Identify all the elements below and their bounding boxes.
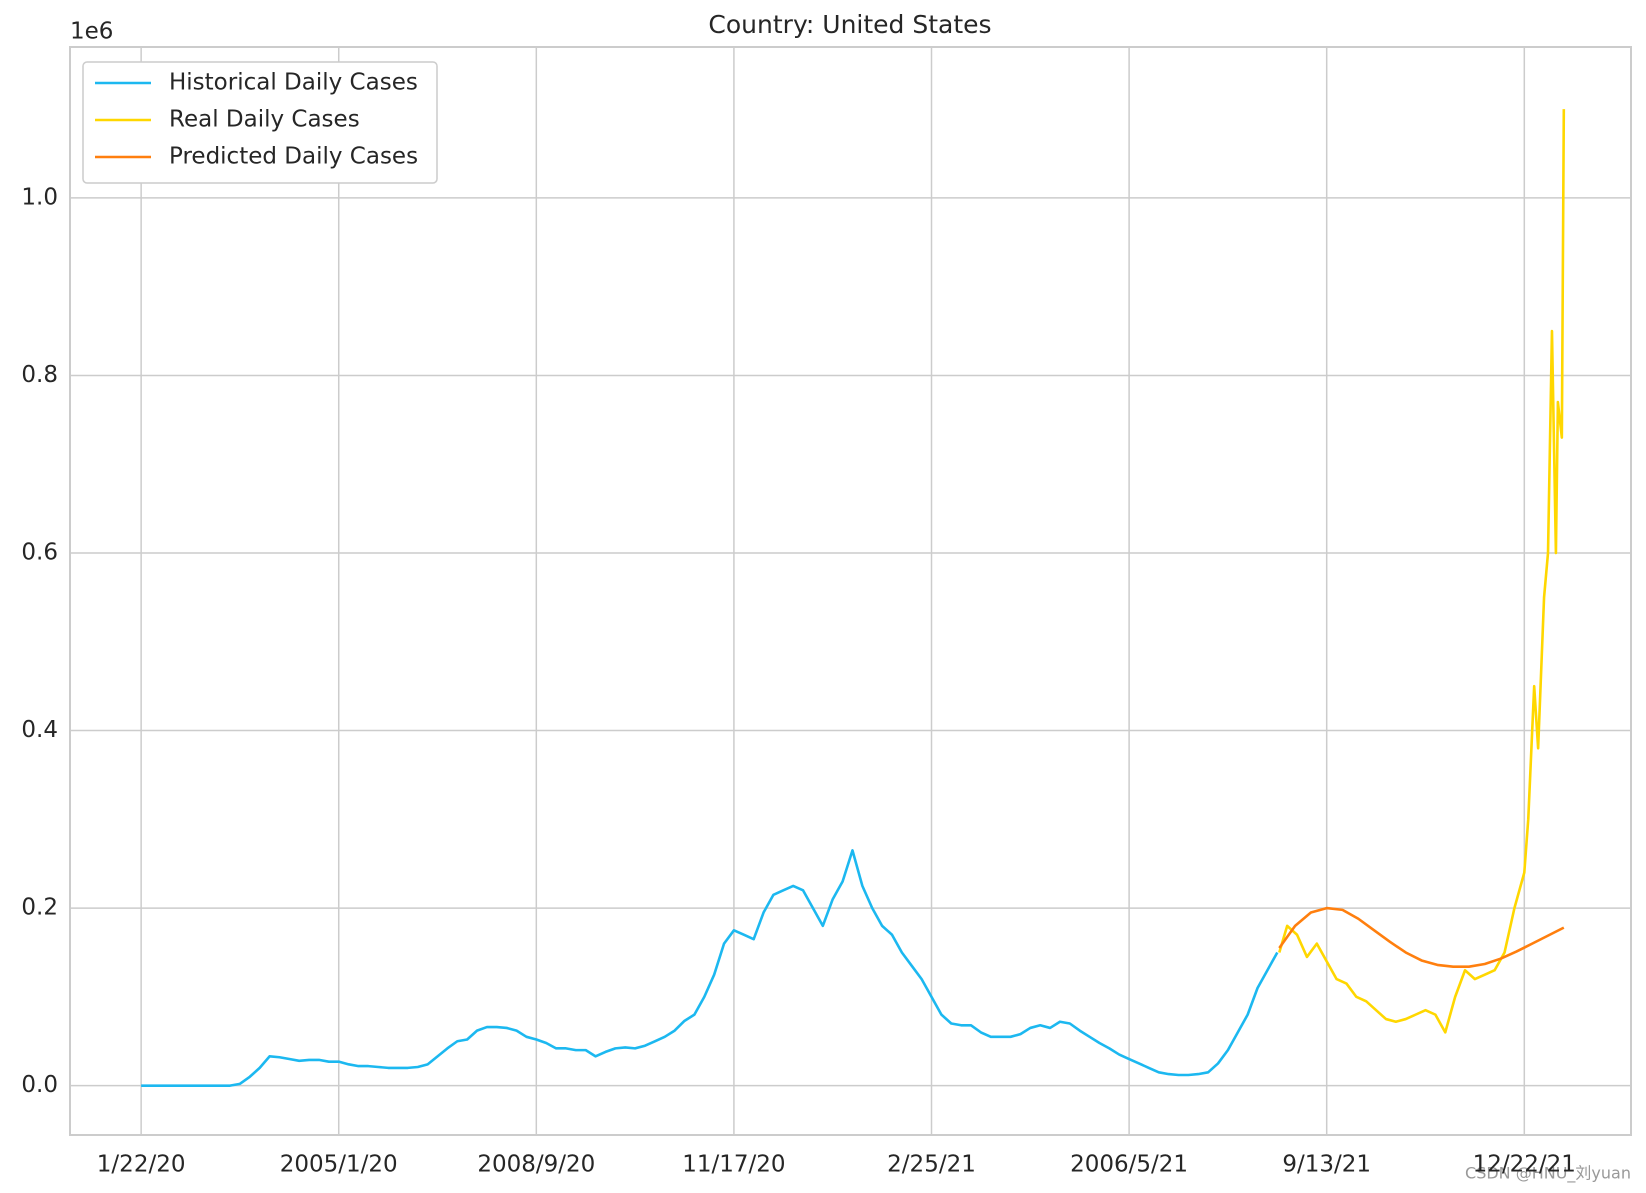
x-tick-label: 2/25/21 bbox=[887, 1152, 976, 1178]
legend-box bbox=[82, 61, 438, 184]
y-multiplier: 1e6 bbox=[70, 19, 113, 45]
y-tick-label: 0.6 bbox=[21, 540, 58, 566]
plot-area bbox=[70, 47, 1631, 1135]
x-tick-label: 2006/5/21 bbox=[1070, 1152, 1188, 1178]
watermark: CSDN @HNU_刘yuan bbox=[1465, 1164, 1631, 1184]
y-tick-label: 0.8 bbox=[21, 362, 58, 388]
legend-label: Historical Daily Cases bbox=[169, 70, 418, 96]
y-tick-label: 1.0 bbox=[21, 184, 58, 210]
y-tick-label: 0.2 bbox=[21, 895, 58, 921]
chart-title: Country: United States bbox=[708, 10, 991, 39]
legend-label: Predicted Daily Cases bbox=[169, 144, 418, 170]
y-tick-label: 0.0 bbox=[21, 1072, 58, 1098]
series-line bbox=[1278, 906, 1565, 968]
series-line bbox=[141, 849, 1279, 1087]
axes-frame bbox=[69, 46, 1632, 1136]
x-tick-label: 12/22/21 bbox=[1473, 1152, 1576, 1178]
legend-label: Real Daily Cases bbox=[169, 107, 360, 133]
x-tick-label: 9/13/21 bbox=[1282, 1152, 1371, 1178]
series-line bbox=[1278, 109, 1566, 1034]
x-tick-label: 2008/9/20 bbox=[477, 1152, 595, 1178]
x-tick-label: 1/22/20 bbox=[97, 1152, 186, 1178]
x-tick-label: 11/17/20 bbox=[682, 1152, 785, 1178]
y-tick-label: 0.4 bbox=[21, 717, 58, 743]
x-tick-label: 2005/1/20 bbox=[280, 1152, 398, 1178]
